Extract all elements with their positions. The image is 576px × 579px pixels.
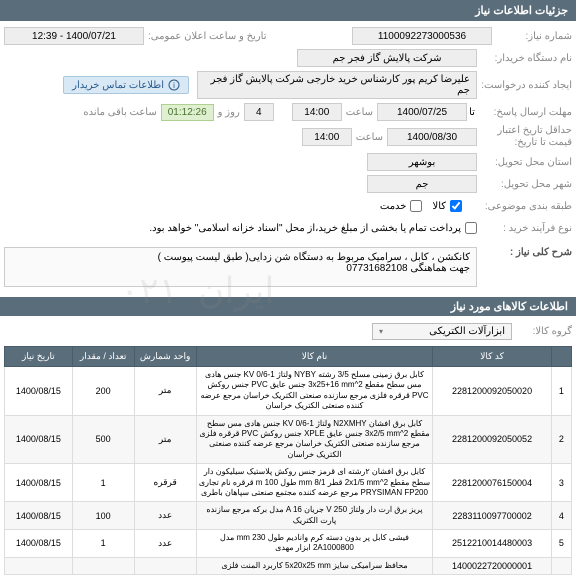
process-checkbox[interactable] [465,222,477,234]
cell-name: فیشی کابل پر بدون دسته کرم وانادیم طول m… [196,530,433,558]
category-label: طبقه بندی موضوعی: [462,201,572,212]
cell-date: 1400/08/15 [5,502,73,530]
desc-title: شرح کلی نیاز : [477,247,572,258]
cell-code: 2281200092050052 [433,415,551,464]
table-row[interactable]: 32281200076150004کابل برق افشان ۲رشته ای… [5,464,572,502]
cell-unit: عدد [134,502,196,530]
creator-label: ایجاد کننده درخواست: [477,80,572,91]
cell-qty [72,557,134,574]
contact-badge[interactable]: i اطلاعات تماس خریدار [63,76,189,94]
buyer-value: شرکت پالایش گاز فجر جم [297,49,477,67]
goods-table: کد کالا نام کالا واحد شمارش تعداد / مقدا… [4,346,572,575]
group-label: گروه کالا: [512,326,572,337]
cell-date: 1400/08/15 [5,530,73,558]
cell-unit: متر [134,367,196,416]
cell-idx: 4 [551,502,571,530]
cell-name: کابل برق افشان ۲رشته ای قرمز جنس روکش پل… [196,464,433,502]
process-label: نوع فرآیند خرید : [477,223,572,234]
need-no-value: 1100092273000536 [352,27,492,45]
desc-text: کانکشن ، کابل ، سرامیک مربوط به دستگاه ش… [4,247,477,287]
cell-idx: 3 [551,464,571,502]
cell-qty: 100 [72,502,134,530]
cell-name: کابل برق زمینی مسلح 3/5 رشته NYBY ولتاژ … [196,367,433,416]
th-idx [551,347,571,367]
buyer-label: نام دستگاه خریدار: [477,53,572,64]
cell-idx: 2 [551,415,571,464]
cell-code: 2281200076150004 [433,464,551,502]
cell-qty: 500 [72,415,134,464]
deadline-date: 1400/07/25 [377,103,467,121]
th-qty: تعداد / مقدار [72,347,134,367]
cell-date: 1400/08/15 [5,415,73,464]
cell-unit: عدد [134,530,196,558]
announce-value: 1400/07/21 - 12:39 [4,27,144,45]
goods-section-header: اطلاعات کالاهای مورد نیاز [0,297,576,316]
remain-days: 4 [244,103,274,121]
details-panel: شماره نیاز: 1100092273000536 تاریخ و ساع… [0,21,576,293]
date-tail-label: تا [467,107,477,118]
cell-unit: قرقره [134,464,196,502]
creator-value: علیرضا کریم پور کارشناس خرید خارجی شرکت … [197,71,477,99]
cell-qty: 200 [72,367,134,416]
cell-unit: متر [134,415,196,464]
validity-time: 14:00 [302,128,352,146]
announce-label: تاریخ و ساعت اعلان عمومی: [144,31,267,42]
cell-name: کابل برق افشان N2XMHY ولتاژ KV 0/6-1 جنس… [196,415,433,464]
info-icon: i [168,79,180,91]
remain-timer: 01:12:26 [161,104,214,121]
cell-idx: 5 [551,530,571,558]
province-label: استان محل تحویل: [477,157,572,168]
province-value: بوشهر [367,153,477,171]
cell-idx: 1 [551,367,571,416]
cell-date: 1400/08/15 [5,367,73,416]
th-code: کد کالا [433,347,551,367]
time-label-2: ساعت [352,132,387,143]
time-label-1: ساعت [342,107,377,118]
remain-suffix: ساعت باقی مانده [79,107,160,118]
cell-code: 2512210014480003 [433,530,551,558]
cell-code: 1400022720000001 [433,557,551,574]
table-row[interactable]: 52512210014480003فیشی کابل پر بدون دسته … [5,530,572,558]
cell-name: محافظ سرامیکی سایز 5x20x25 mm کاربرد الم… [196,557,433,574]
table-row[interactable]: 42283110097700002پریز برق ارت دار ولتاژ … [5,502,572,530]
group-select[interactable]: ابزارآلات الکتریکی ▾ [372,323,512,340]
page-title: جزئیات اطلاعات نیاز [475,5,568,17]
cell-code: 2281200092050020 [433,367,551,416]
page-header: جزئیات اطلاعات نیاز [0,0,576,21]
city-value: جم [367,175,477,193]
svg-text:i: i [173,81,175,90]
chevron-down-icon: ▾ [379,327,383,336]
cell-qty: 1 [72,530,134,558]
category-service-check[interactable]: خدمت [380,200,423,212]
cell-idx [551,557,571,574]
validity-label: حداقل تاریخ اعتبار قیمت تا تاریخ: [477,125,572,149]
need-no-label: شماره نیاز: [492,31,572,42]
cell-unit [134,557,196,574]
th-date: تاریخ نیاز [5,347,73,367]
table-row[interactable]: 1400022720000001محافظ سرامیکی سایز 5x20x… [5,557,572,574]
cell-date [5,557,73,574]
deadline-label: مهلت ارسال پاسخ: [477,107,572,118]
table-row[interactable]: 22281200092050052کابل برق افشان N2XMHY و… [5,415,572,464]
cell-code: 2283110097700002 [433,502,551,530]
validity-date: 1400/08/30 [387,128,477,146]
goods-checkbox[interactable] [450,200,462,212]
th-unit: واحد شمارش [134,347,196,367]
remain-days-label: روز و [214,107,244,118]
th-name: نام کالا [196,347,433,367]
cell-name: پریز برق ارت دار ولتاژ V 250 جریان A 16 … [196,502,433,530]
service-checkbox[interactable] [410,200,422,212]
category-goods-check[interactable]: کالا [432,200,462,212]
cell-date: 1400/08/15 [5,464,73,502]
city-label: شهر محل تحویل: [477,179,572,190]
table-row[interactable]: 12281200092050020کابل برق زمینی مسلح 3/5… [5,367,572,416]
cell-qty: 1 [72,464,134,502]
table-header-row: کد کالا نام کالا واحد شمارش تعداد / مقدا… [5,347,572,367]
process-check[interactable]: پرداخت تمام یا بخشی از مبلغ خرید،از محل … [149,222,477,234]
deadline-time: 14:00 [292,103,342,121]
